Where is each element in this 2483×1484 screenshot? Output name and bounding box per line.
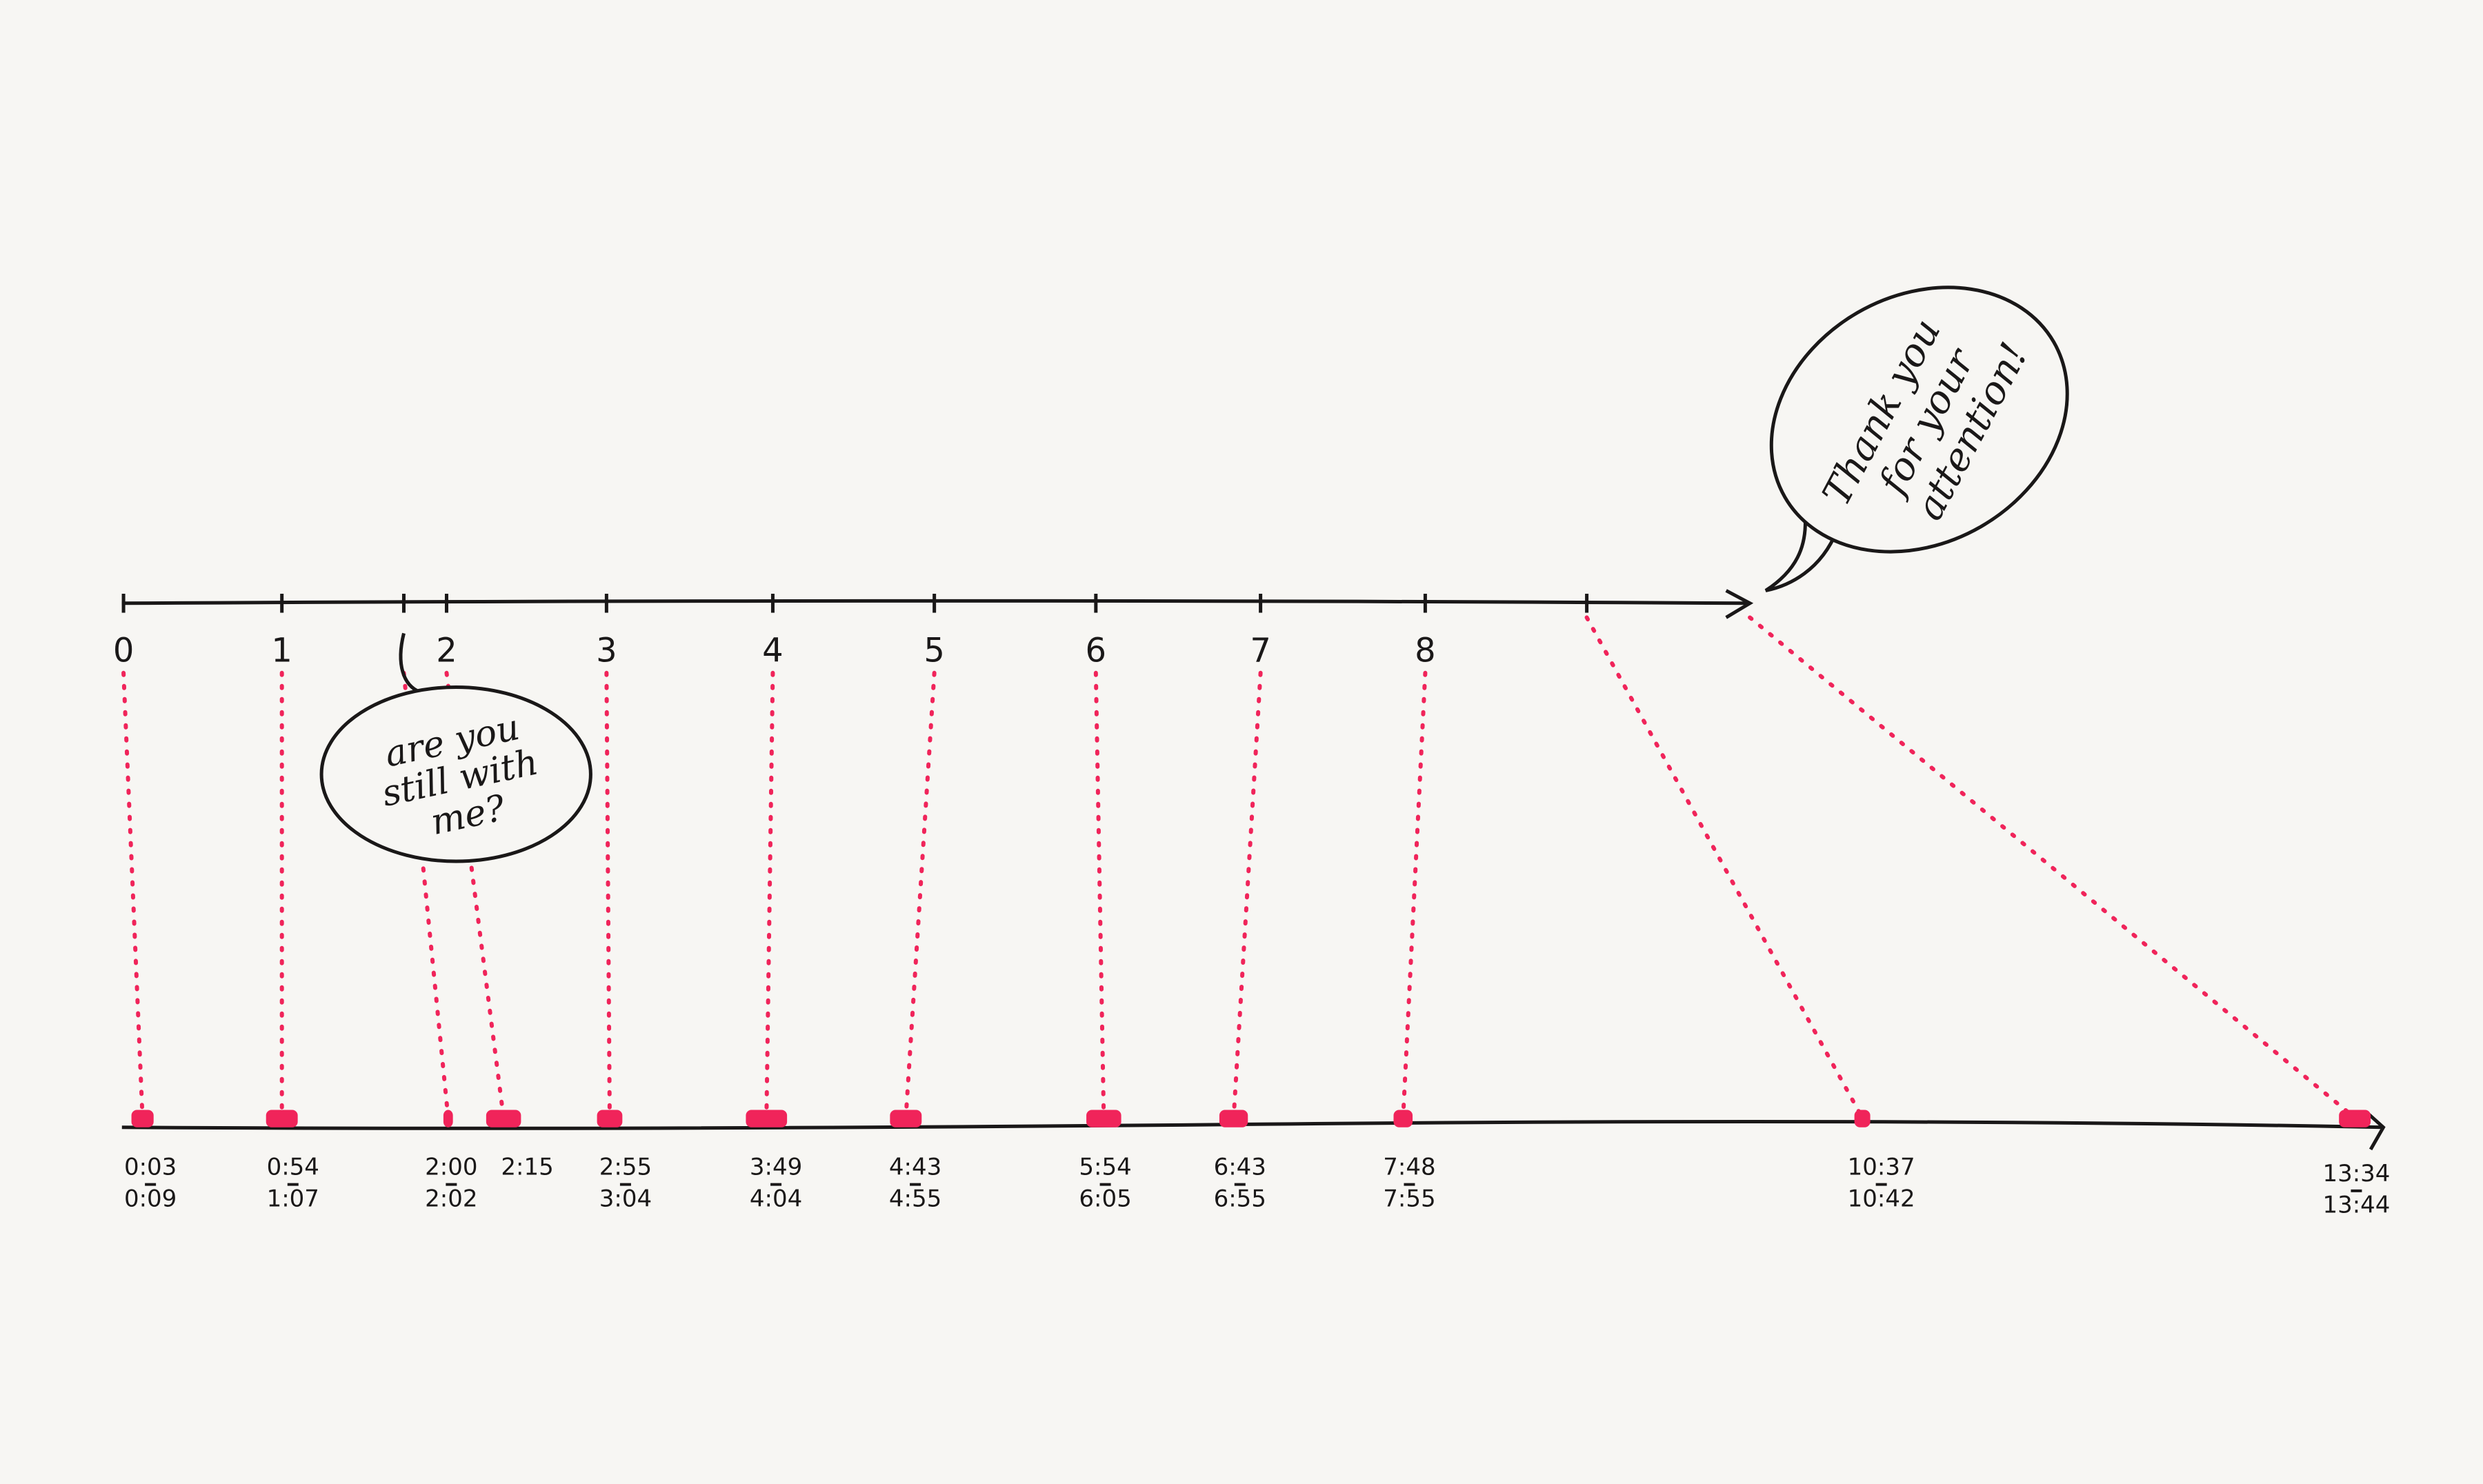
- segment-marker: [486, 1110, 521, 1127]
- time-label-start: 4:43: [889, 1154, 941, 1181]
- time-label-start: 7:48: [1383, 1154, 1435, 1181]
- top-axis-tick-label: 1: [271, 632, 292, 670]
- segment-marker: [266, 1110, 298, 1127]
- top-axis-tick-label: 6: [1086, 632, 1107, 670]
- segment-marker: [746, 1110, 788, 1127]
- time-label-end: 2:02: [425, 1185, 477, 1213]
- speech-bubble-thank-you: [1769, 285, 2069, 554]
- segment-marker: [443, 1110, 453, 1127]
- segment-marker: [1393, 1110, 1413, 1127]
- time-label-end: 1:07: [267, 1185, 319, 1213]
- top-axis-line: [121, 599, 1751, 605]
- segment-marker: [597, 1110, 623, 1127]
- dotted-connector: [1231, 670, 1263, 1120]
- time-label-end: 4:04: [750, 1185, 802, 1213]
- dotted-connector: [1093, 670, 1106, 1120]
- time-label-start: 6:43: [1214, 1154, 1266, 1181]
- dotted-connector: [121, 670, 145, 1120]
- time-label-start: 2:15: [501, 1154, 553, 1181]
- time-label-end: 3:04: [599, 1185, 652, 1213]
- dotted-connector: [401, 670, 450, 1120]
- dotted-connector: [904, 670, 937, 1120]
- bottom-axis-line: [121, 1119, 2384, 1130]
- time-label-end: 0:09: [124, 1185, 177, 1213]
- time-label-start: 2:55: [599, 1154, 652, 1181]
- dotted-connector: [1584, 615, 1865, 1120]
- segment-marker: [1854, 1110, 1871, 1127]
- segment-marker: [2339, 1110, 2371, 1127]
- dotted-connector: [444, 670, 506, 1120]
- time-label-start: 5:54: [1079, 1154, 1131, 1181]
- dotted-connector: [1748, 615, 2357, 1120]
- time-label-end: 13:44: [2322, 1192, 2390, 1219]
- time-label-end: 10:42: [1848, 1185, 1915, 1213]
- speech-bubble-tail: [1764, 522, 1839, 592]
- time-label-start: 2:00: [425, 1154, 477, 1181]
- time-label-start: 10:37: [1848, 1154, 1915, 1181]
- dotted-connector: [764, 670, 775, 1120]
- segment-marker: [131, 1110, 154, 1127]
- top-axis-tick-label: 7: [1250, 632, 1271, 670]
- time-label-end: 4:55: [889, 1185, 941, 1213]
- time-label-end: 6:05: [1079, 1185, 1131, 1213]
- segment-marker: [1086, 1110, 1121, 1127]
- segment-marker: [890, 1110, 922, 1127]
- top-axis-tick-label: 2: [436, 632, 457, 670]
- time-label-start: 0:54: [267, 1154, 319, 1181]
- top-axis-tick-label: 4: [762, 632, 784, 670]
- time-label-end: 6:55: [1214, 1185, 1266, 1213]
- time-label-end: 7:55: [1383, 1185, 1435, 1213]
- dotted-connector: [604, 670, 612, 1120]
- top-axis-tick-label: 8: [1415, 632, 1436, 670]
- time-label-start: 3:49: [750, 1154, 802, 1181]
- time-label-start: 13:34: [2322, 1160, 2390, 1187]
- speech-bubble-are-you-still-with-me: [319, 685, 592, 863]
- dotted-connector: [1401, 670, 1428, 1120]
- top-axis-tick-label: 3: [596, 632, 617, 670]
- top-axis-tick-label: 5: [924, 632, 945, 670]
- speech-bubble-tail: [399, 632, 421, 694]
- top-axis-arrow-icon: [1725, 589, 1754, 619]
- bottom-axis-arrow-icon: [2366, 1112, 2386, 1151]
- segment-marker: [1219, 1110, 1248, 1127]
- top-axis-tick-label: 0: [113, 632, 134, 670]
- time-label-start: 0:03: [124, 1154, 177, 1181]
